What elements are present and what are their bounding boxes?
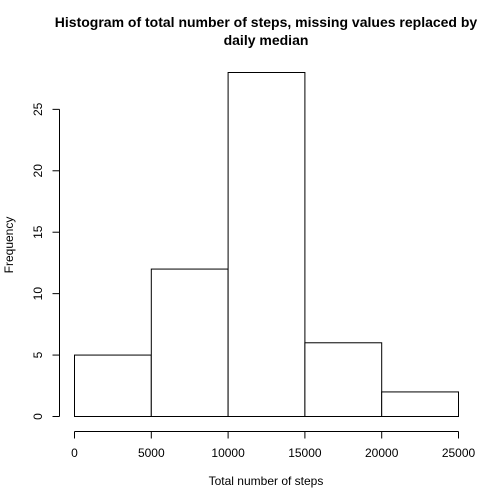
x-tick-label-5: 25000: [442, 446, 476, 460]
histogram-bar-4: [381, 391, 460, 417]
y-tick-label-5: 25: [31, 102, 45, 116]
histogram-bar-0: [74, 354, 152, 418]
x-axis-label: Total number of steps: [209, 474, 324, 488]
x-tick-label-4: 20000: [365, 446, 399, 460]
y-tick-label-4: 20: [31, 164, 45, 178]
x-tick-label-2: 10000: [211, 446, 245, 460]
y-tick-label-1: 5: [31, 351, 45, 358]
histogram-bar-1: [150, 268, 229, 418]
histogram-bar-3: [304, 342, 383, 417]
y-axis-label: Frequency: [2, 217, 16, 274]
bars-group: [74, 72, 460, 418]
histogram-bar-2: [227, 72, 306, 417]
x-tick-label-3: 15000: [288, 446, 322, 460]
chart-title-line2: daily median: [224, 32, 309, 48]
chart-title-line1: Histogram of total number of steps, miss…: [55, 14, 478, 30]
y-axis: 0 5 10 15 20 25: [31, 102, 60, 420]
y-tick-label-0: 0: [31, 413, 45, 420]
y-tick-label-2: 10: [31, 287, 45, 301]
x-tick-label-1: 5000: [138, 446, 165, 460]
x-tick-label-0: 0: [71, 446, 78, 460]
y-tick-label-3: 15: [31, 225, 45, 239]
x-axis: 0 5000 10000 15000 20000 25000: [71, 431, 476, 460]
